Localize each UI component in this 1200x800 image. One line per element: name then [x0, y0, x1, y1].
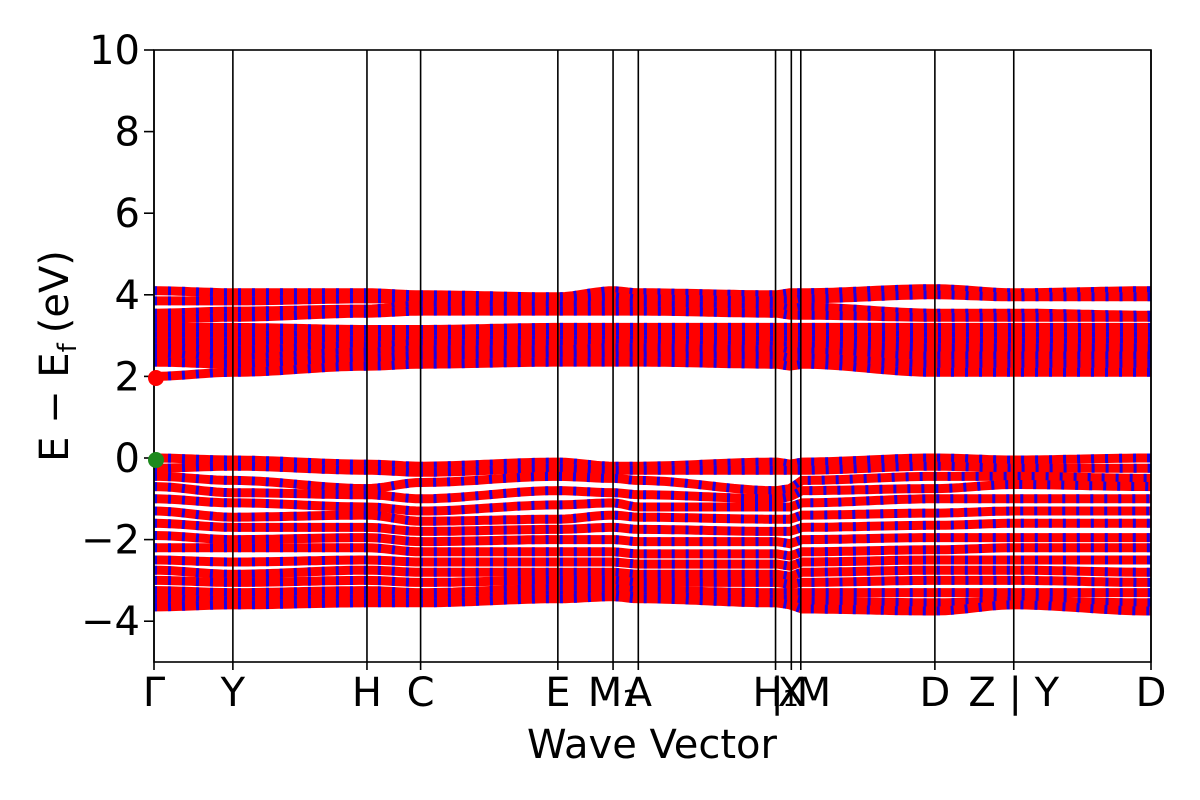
band-edge-marker-vbm [148, 452, 164, 468]
x-axis-title: Wave Vector [527, 722, 778, 768]
band-edge-marker-cbm [148, 370, 164, 386]
band-line-10 [154, 357, 1151, 381]
x-tick-label-9: | M [770, 670, 831, 716]
y-axis-title: E − Ef (eV) [32, 250, 83, 462]
band-line-21 [154, 565, 1151, 581]
x-tick-label-2: H [352, 670, 382, 716]
y-tick-label-5: 0 [115, 436, 140, 482]
band-line-14 [154, 480, 1151, 504]
y-tick-label-2: 6 [115, 191, 140, 237]
y-tick-label-6: −2 [81, 518, 140, 564]
band-line-9 [154, 351, 1151, 369]
y-axis-title-main: E − E [32, 352, 78, 462]
x-tick-label-6: A [625, 670, 653, 716]
band-line-3 [154, 306, 1151, 324]
x-tick-label-5: M₁ [588, 670, 639, 716]
band-line-16 [154, 506, 1151, 526]
y-axis-ticks: 10 8 6 4 2 0 −2 −4 [81, 28, 154, 645]
x-tick-label-8: X [778, 670, 805, 716]
y-tick-label-4: 2 [115, 354, 140, 400]
x-tick-label-12: D [1136, 670, 1167, 716]
y-axis-title-sub: f [53, 342, 83, 352]
x-tick-label-3: C [407, 670, 435, 716]
band-line-18 [154, 531, 1151, 549]
band-line-12 [154, 461, 1151, 477]
band-line-0 [154, 284, 1151, 302]
y-axis-title-unit: (eV) [32, 250, 78, 333]
band-line-23 [154, 584, 1151, 598]
x-tick-label-4: E [545, 670, 570, 716]
band-line-22 [154, 575, 1151, 589]
y-tick-label-7: −4 [81, 599, 140, 645]
x-tick-label-1: Y [220, 670, 246, 716]
x-axis-ticks: Γ Y H C E M₁A H₁X| M D Z | Y D [143, 662, 1167, 716]
band-lines [154, 284, 1151, 616]
band-line-19 [154, 543, 1151, 561]
band-line-8 [154, 343, 1151, 363]
x-tick-label-0: Γ [143, 670, 166, 716]
x-tick-label-10: D [919, 670, 950, 716]
y-tick-label-1: 8 [115, 110, 140, 156]
band-line-15 [154, 494, 1151, 516]
y-tick-label-3: 4 [115, 273, 140, 319]
band-line-4 [154, 322, 1151, 334]
x-tick-label-11: Z | Y [968, 670, 1059, 716]
band-line-13 [154, 471, 1151, 496]
band-line-1 [154, 290, 1151, 306]
y-tick-label-0: 10 [89, 28, 140, 74]
band-line-17 [154, 518, 1151, 536]
plot-frame [153, 49, 1152, 663]
band-line-20 [154, 555, 1151, 571]
x-tick-label-7: H₁ [752, 670, 798, 716]
band-line-25 [154, 592, 1151, 616]
band-line-5 [154, 329, 1151, 341]
